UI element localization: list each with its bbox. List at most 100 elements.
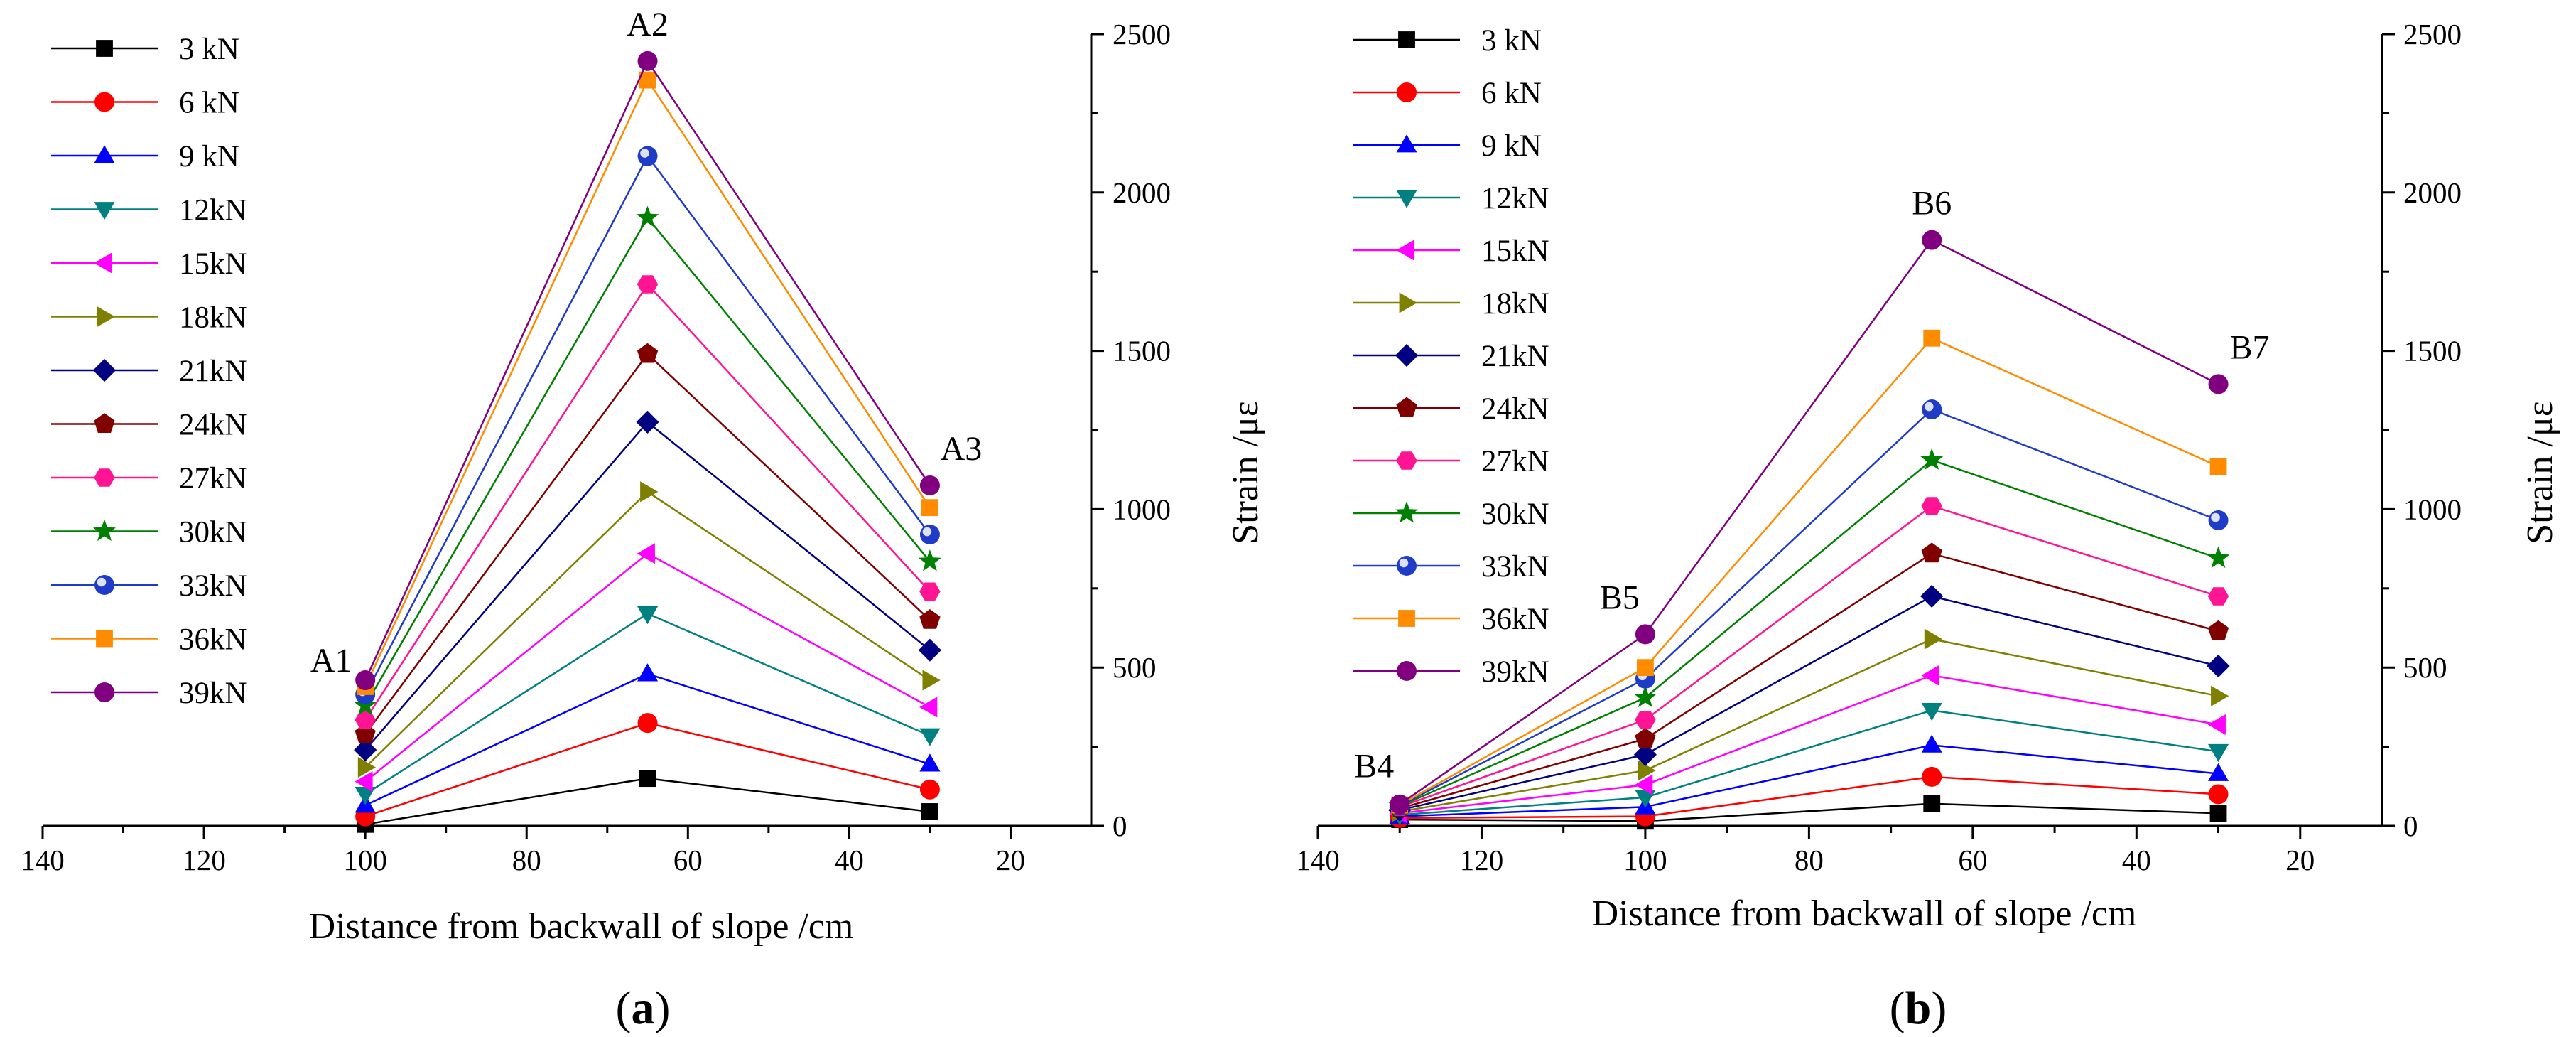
- panel-b-data-point-27kn-65: [1921, 497, 1942, 515]
- panel-b-legend-label-18kn: 18kN: [1481, 287, 1549, 321]
- panel-b-legend-label-33kn: 33kN: [1481, 550, 1549, 584]
- panel-b-series-line-27kn: [1399, 505, 2219, 808]
- panel-a-data-point-12kn-100: [355, 787, 376, 805]
- panel-b-x-tick-label-140: 140: [1296, 844, 1340, 876]
- panel-a-data-point-39kn-100: [355, 670, 376, 691]
- panel-b-data-point-33kn-65: [1922, 399, 1942, 420]
- panel-a: 140 120 100 80 60 40 20 0 500 1000 1500 2000 2500 Dis…: [21, 6, 1266, 1034]
- panel-a-legend-marker-18kn: [97, 306, 115, 327]
- panel-b-point-label-b5: B5: [1600, 579, 1640, 616]
- panel-b-point-label-b7: B7: [2230, 328, 2270, 366]
- panel-a-data-point-36kn-30: [921, 499, 938, 517]
- panel-b-series-line-33kn: [1399, 408, 2219, 807]
- panel-b-series-line-15kn: [1400, 675, 2219, 815]
- panel-a-legend-label-33kn: 33kN: [179, 569, 247, 603]
- panel-a-x-tick-label-100: 100: [343, 844, 387, 876]
- panel-b-data-point-30kn-65: [1920, 448, 1944, 470]
- panel-a-legend-entry-24kn: 24kN: [51, 409, 247, 442]
- panel-a-data-point-24kn-30: [919, 609, 941, 629]
- panel-b-point-label-b6: B6: [1912, 185, 1952, 222]
- panel-b-y-tick-label-2000: 2000: [2403, 176, 2462, 209]
- panel-b-legend-entry-3-kn: 3 kN: [1353, 24, 1542, 58]
- panel-a-legend-label-18kn: 18kN: [179, 301, 247, 335]
- panel-a-legend-entry-21kn: 21kN: [51, 355, 247, 388]
- panel-a-x-tick-label-60: 60: [673, 844, 703, 876]
- panel-a-x-axis-title: Distance from backwall of slope /cm: [309, 906, 854, 947]
- panel-b-legend-marker-30kn: [1395, 501, 1418, 523]
- panel-b-legend-label-9-kn: 9 kN: [1481, 129, 1542, 163]
- panel-a-legend-marker-6-kn: [94, 92, 114, 112]
- panel-a-legend-label-36kn: 36kN: [179, 623, 247, 657]
- panel-a-x-tick-label-140: 140: [21, 844, 65, 876]
- panel-b-series-line-12kn: [1400, 709, 2219, 816]
- panel-a-legend-label-30kn: 30kN: [179, 516, 247, 549]
- panel-b-data-point-12kn-100: [1635, 790, 1656, 808]
- panel-b-y-tick-label-500: 500: [2403, 651, 2447, 684]
- panel-b-data-point-36kn-30: [2209, 458, 2227, 475]
- panel-a-legend-label-12kn: 12kN: [179, 194, 247, 227]
- panel-a-data-point-21kn-65: [636, 410, 659, 434]
- panel-a-legend-entry-36kn: 36kN: [51, 623, 247, 657]
- panel-a-data-point-27kn-65: [637, 275, 659, 294]
- panel-a-legend-marker-15kn: [94, 252, 112, 274]
- panel-b-data-point-3-kn-30: [2209, 805, 2227, 822]
- panel-b-data-point-39kn-65: [1922, 230, 1942, 250]
- panel-b-data-point-36kn-100: [1637, 659, 1654, 677]
- panel-a-data-point-18kn-100: [357, 757, 376, 778]
- panel-a-legend-entry-12kn: 12kN: [51, 194, 247, 227]
- panel-b-legend-entry-36kn: 36kN: [1353, 603, 1549, 636]
- panel-a-data-point-21kn-100: [354, 738, 377, 762]
- panel-b-x-tick-label-40: 40: [2122, 844, 2151, 876]
- panel-a-y-tick-label-1000: 1000: [1113, 493, 1171, 525]
- panel-b-series-line-21kn: [1399, 595, 2219, 811]
- panel-b-legend-label-30kn: 30kN: [1481, 498, 1549, 531]
- panel-a-x-tick-label-120: 120: [182, 844, 226, 876]
- panel-a-point-label-a3: A3: [941, 430, 983, 468]
- panel-b-legend-marker-9-kn: [1396, 134, 1417, 153]
- panel-a-x-tick-label-80: 80: [512, 844, 541, 876]
- panel-b-data-point-15kn-30: [2207, 714, 2226, 735]
- panel-b-legend-entry-12kn: 12kN: [1353, 182, 1549, 215]
- panel-b-series-line-9-kn: [1400, 744, 2219, 817]
- panel-b-series-line-24kn: [1399, 552, 2219, 810]
- panel-a-data-point-33kn-65: [637, 146, 658, 166]
- panel-a-legend-entry-3-kn: 3 kN: [51, 33, 239, 66]
- panel-b-point-label-b4: B4: [1354, 748, 1394, 785]
- panel-b-data-point-15kn-65: [1921, 665, 1939, 686]
- panel-b-data-point-15kn-100: [1635, 774, 1653, 795]
- panel-b-data-point-33kn-30: [2208, 510, 2229, 530]
- panel-a-legend-label-24kn: 24kN: [179, 409, 247, 442]
- panel-b-x-tick-label-20: 20: [2285, 844, 2315, 876]
- panel-b-legend-marker-21kn: [1395, 343, 1419, 367]
- panel-a-series-line-36kn: [364, 78, 931, 687]
- panel-a-y-tick-label-500: 500: [1113, 651, 1157, 684]
- panel-b-legend-marker-15kn: [1396, 240, 1414, 261]
- panel-b-data-point-21kn-30: [2207, 654, 2230, 678]
- panel-b-legend-label-3-kn: 3 kN: [1481, 24, 1542, 58]
- panel-a-data-point-9-kn-30: [919, 753, 941, 772]
- panel-a-legend-label-9-kn: 9 kN: [179, 140, 239, 173]
- panel-a-legend-entry-6-kn: 6 kN: [51, 87, 239, 120]
- panel-b-legend-marker-6-kn: [1397, 82, 1417, 102]
- panel-b-legend-marker-27kn: [1396, 451, 1417, 470]
- panel-b-legend-entry-24kn: 24kN: [1353, 392, 1549, 426]
- panel-b-x-tick-label-60: 60: [1958, 844, 1987, 876]
- panel-b-legend-marker-24kn: [1396, 397, 1417, 417]
- panel-a-point-label-a1: A1: [310, 642, 352, 679]
- panel-b-legend-entry-33kn: 33kN: [1353, 550, 1549, 584]
- panel-b-legend-label-36kn: 36kN: [1481, 603, 1549, 636]
- panel-a-y-tick-label-2000: 2000: [1113, 176, 1171, 209]
- panel-b-legend-label-27kn: 27kN: [1481, 445, 1549, 478]
- panel-b-data-point-39kn-30: [2208, 374, 2229, 394]
- panel-a-y-axis-title: Strain /με: [1225, 401, 1266, 544]
- panel-b-x-tick-label-120: 120: [1460, 844, 1504, 876]
- panel-b-legend-label-6-kn: 6 kN: [1481, 77, 1542, 110]
- panel-a-legend-label-39kn: 39kN: [179, 677, 247, 710]
- panel-a-data-point-15kn-65: [637, 543, 655, 564]
- panel-a-legend-marker-30kn: [93, 519, 116, 542]
- panel-a-legend-label-3-kn: 3 kN: [179, 33, 239, 66]
- panel-a-data-point-15kn-30: [919, 697, 938, 718]
- panel-b-legend-marker-33kn: [1397, 556, 1417, 576]
- panel-b-legend-entry-27kn: 27kN: [1353, 445, 1549, 478]
